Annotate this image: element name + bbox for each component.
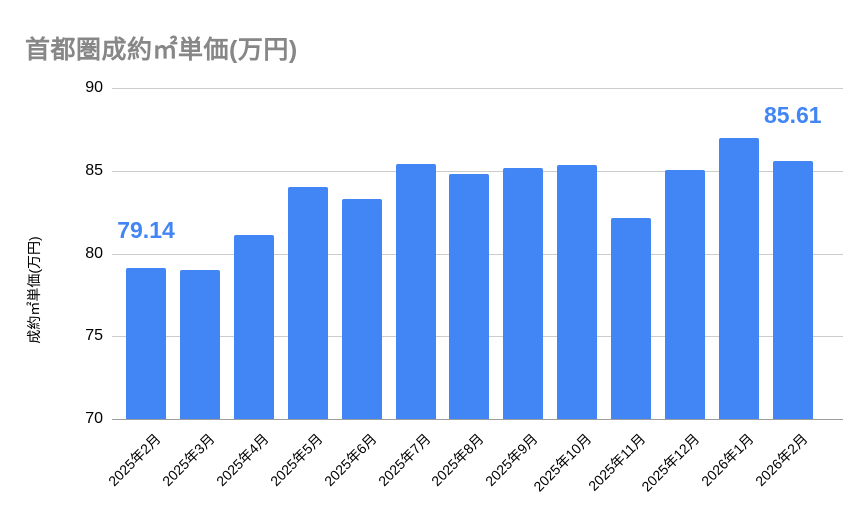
y-tick-label: 85 <box>85 161 103 179</box>
bar[interactable] <box>126 267 166 419</box>
bar[interactable] <box>233 235 274 419</box>
bar[interactable] <box>179 270 220 419</box>
x-tick-label: 2025年8月 <box>428 430 488 490</box>
x-tick-label: 2025年12月 <box>638 430 703 495</box>
gridline-85 <box>112 170 843 172</box>
bar[interactable] <box>665 169 705 419</box>
bar[interactable] <box>395 163 436 419</box>
x-tick-label: 2025年2月 <box>105 430 164 490</box>
bar[interactable] <box>341 198 382 419</box>
x-tick-label: 2026年2月 <box>751 430 811 490</box>
x-tick-label: 2025年3月 <box>158 430 218 490</box>
bar[interactable] <box>287 187 328 419</box>
x-tick-label: 2025年10月 <box>530 430 595 495</box>
y-tick-label: 90 <box>85 79 103 96</box>
plot-area: 70 75 80 85 90 79.14 85.61 <box>85 79 843 427</box>
x-tick-label: 2025年5月 <box>266 430 326 490</box>
x-tick-label: 2026年1月 <box>697 430 757 490</box>
gridline-70 <box>112 419 843 420</box>
bar[interactable] <box>718 138 759 419</box>
y-tick-label: 70 <box>85 410 103 427</box>
data-label: 79.14 <box>117 216 175 243</box>
x-tick-label: 2025年6月 <box>320 430 380 490</box>
bar[interactable] <box>611 217 652 419</box>
y-tick-label: 75 <box>85 327 103 345</box>
y-tick-label: 80 <box>85 244 103 262</box>
bar[interactable] <box>772 160 813 419</box>
bar[interactable] <box>449 174 490 419</box>
x-tick-label: 2025年7月 <box>374 430 434 490</box>
x-axis: 2025年2月 2025年3月 2025年4月 2025年5月 2025年6月 2025年… <box>105 419 843 519</box>
y-axis-title: 成約㎡単価(万円) <box>26 236 42 344</box>
data-label: 85.61 <box>764 101 822 128</box>
bar[interactable] <box>503 168 544 419</box>
chart-title: 首都圏成約㎡単価(万円) <box>25 36 298 64</box>
bar[interactable] <box>557 165 598 419</box>
gridline-90 <box>112 88 843 89</box>
x-tick-label: 2025年4月 <box>212 430 272 490</box>
